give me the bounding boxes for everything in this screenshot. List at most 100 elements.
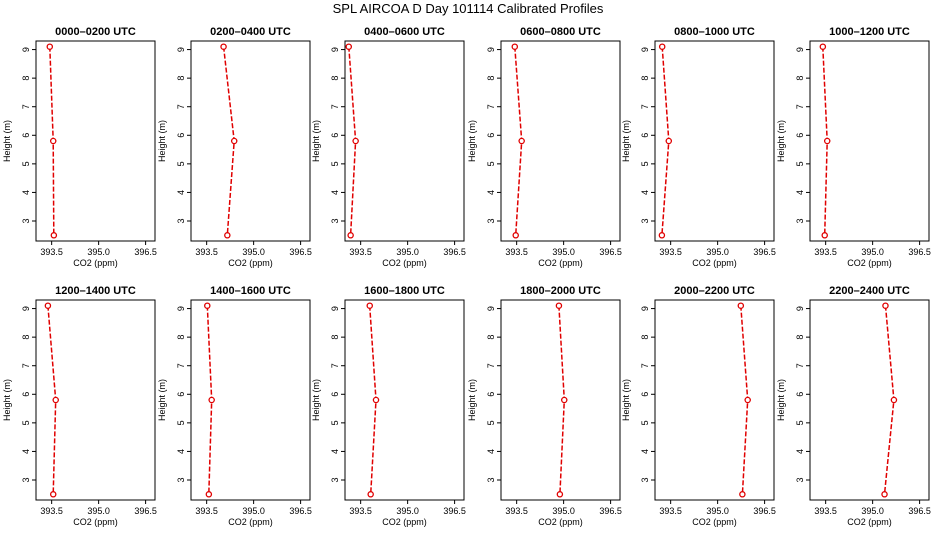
y-tick-label: 8 [640, 335, 650, 340]
y-axis-label: Height (m) [776, 120, 786, 162]
y-tick-label: 7 [176, 104, 186, 109]
x-tick-label: 393.5 [659, 506, 682, 516]
x-tick-label: 395.0 [396, 506, 419, 516]
data-point [882, 302, 889, 309]
chart-panel-12: 2200–2400 UTC 393.5 395.0 396.5 3 4 5 6 7 8 9 CO2 (… [776, 285, 931, 527]
data-point [665, 137, 673, 145]
data-point [352, 137, 359, 145]
x-tick-label: 395.0 [87, 247, 110, 257]
x-tick-label: 395.0 [242, 247, 265, 257]
data-point [556, 491, 564, 498]
y-tick-label: 4 [640, 449, 650, 454]
panel-title: 0000–0200 UTC [55, 26, 136, 38]
y-tick-label: 5 [486, 161, 496, 166]
y-tick-label: 4 [330, 449, 340, 454]
y-tick-label: 3 [486, 477, 496, 482]
x-tick-label: 393.5 [505, 247, 528, 257]
x-tick-label: 393.5 [814, 247, 837, 257]
plot-frame [35, 40, 156, 242]
panel-title: 1400–1600 UTC [210, 285, 291, 297]
x-tick-label: 396.5 [443, 506, 466, 516]
y-tick-label: 5 [176, 161, 186, 166]
y-tick-label: 9 [795, 306, 805, 311]
x-tick-label: 393.5 [814, 506, 837, 516]
chart-panel-4: 0600–0800 UTC 393.5 395.0 396.5 3 4 5 6 7 8 9 CO2 (… [467, 26, 622, 268]
y-tick-label: 3 [640, 218, 650, 223]
plot-frame [500, 40, 621, 242]
y-tick-label: 7 [176, 363, 186, 368]
y-tick-label: 5 [640, 161, 650, 166]
panel-title: 2200–2400 UTC [829, 285, 910, 297]
plot-frame [654, 40, 775, 242]
y-tick-label: 5 [795, 420, 805, 425]
y-tick-label: 3 [21, 218, 31, 223]
y-tick-label: 8 [330, 76, 340, 81]
plot-frame [190, 299, 311, 501]
data-point [658, 43, 666, 50]
y-tick-label: 5 [330, 161, 340, 166]
data-point [205, 491, 213, 498]
y-tick-label: 3 [795, 477, 805, 482]
y-axis-label: Height (m) [621, 379, 631, 421]
y-tick-label: 4 [795, 190, 805, 195]
plot-frame [344, 299, 465, 501]
data-point [44, 302, 52, 309]
data-point [555, 302, 563, 309]
y-tick-label: 6 [176, 392, 186, 397]
panel-title: 0600–0800 UTC [520, 26, 601, 38]
y-tick-label: 3 [176, 477, 186, 482]
y-tick-label: 6 [640, 392, 650, 397]
plot-frame [190, 40, 311, 242]
x-axis-label: CO2 (ppm) [538, 258, 583, 268]
x-tick-label: 393.5 [195, 247, 218, 257]
y-tick-label: 9 [330, 47, 340, 52]
x-tick-label: 395.0 [861, 506, 884, 516]
y-tick-label: 8 [176, 76, 186, 81]
y-tick-label: 5 [21, 161, 31, 166]
x-tick-label: 396.5 [753, 506, 776, 516]
data-point [658, 232, 666, 239]
y-tick-label: 7 [330, 104, 340, 109]
chart-panel-9: 1600–1800 UTC 393.5 395.0 396.5 3 4 5 6 7 8 9 CO2 (… [311, 285, 466, 527]
data-point [208, 396, 215, 404]
y-tick-label: 5 [795, 161, 805, 166]
y-tick-label: 9 [795, 47, 805, 52]
y-tick-label: 7 [486, 363, 496, 368]
data-point [347, 232, 354, 239]
chart-panel-3: 0400–0600 UTC 393.5 395.0 396.5 3 4 5 6 7 8 9 CO2 (… [311, 26, 466, 268]
x-axis-label: CO2 (ppm) [538, 517, 583, 527]
panel-title: 0200–0400 UTC [210, 26, 291, 38]
plot-frame [654, 299, 775, 501]
data-point [512, 232, 519, 239]
y-tick-label: 5 [21, 420, 31, 425]
plot-frame [344, 40, 465, 242]
y-tick-label: 6 [21, 392, 31, 397]
y-tick-label: 6 [330, 133, 340, 138]
data-point [49, 491, 57, 498]
y-axis-label: Height (m) [311, 120, 321, 162]
x-tick-label: 395.0 [861, 247, 884, 257]
panel-title: 1800–2000 UTC [520, 285, 601, 297]
y-tick-label: 9 [21, 47, 31, 52]
x-axis-label: CO2 (ppm) [847, 258, 892, 268]
y-axis-label: Height (m) [776, 379, 786, 421]
x-tick-label: 393.5 [349, 506, 372, 516]
y-tick-label: 8 [795, 335, 805, 340]
plot-frame [500, 299, 621, 501]
x-tick-label: 395.0 [552, 506, 575, 516]
data-point [52, 396, 59, 404]
y-tick-label: 6 [640, 133, 650, 138]
data-point [821, 232, 828, 239]
data-point [511, 43, 519, 50]
y-axis-label: Height (m) [467, 120, 477, 162]
x-tick-label: 396.5 [134, 247, 157, 257]
y-tick-label: 9 [640, 306, 650, 311]
x-tick-label: 395.0 [706, 247, 729, 257]
y-tick-label: 7 [795, 104, 805, 109]
y-tick-label: 6 [795, 392, 805, 397]
y-tick-label: 8 [795, 76, 805, 81]
y-tick-label: 4 [21, 190, 31, 195]
y-tick-label: 4 [486, 449, 496, 454]
data-point [881, 491, 888, 498]
